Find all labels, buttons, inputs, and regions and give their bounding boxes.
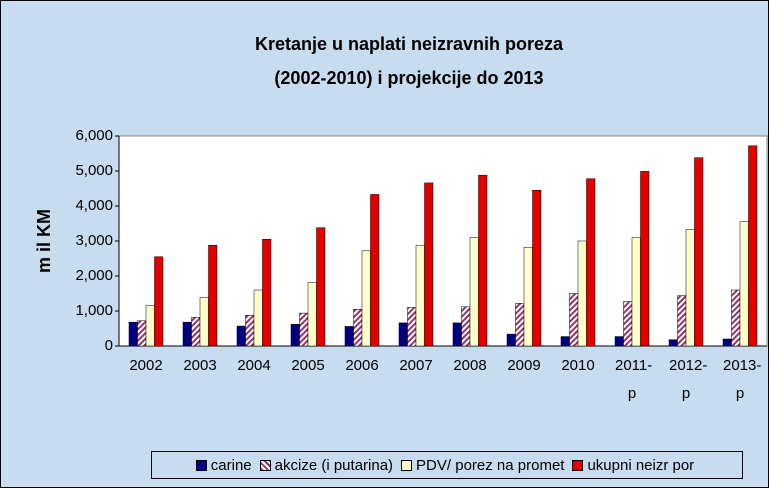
bar: [299, 312, 309, 347]
bar: [236, 325, 246, 347]
y-tick-label: 1,000: [75, 302, 113, 319]
x-tick-label: 2004: [237, 357, 271, 374]
legend-swatch: [572, 459, 584, 471]
bar: [262, 239, 272, 347]
x-tick-label: 2002: [129, 357, 163, 374]
legend-label: akcize (i putarina): [274, 456, 394, 474]
x-tick-label: 2011-p: [615, 357, 653, 402]
bar: [523, 247, 533, 347]
bar: [631, 237, 641, 347]
bar: [307, 282, 317, 347]
bar: [461, 306, 471, 347]
x-tick-label: 2013-p: [723, 357, 762, 402]
y-tick-label: 2,000: [75, 267, 113, 284]
x-tick-label: 2010: [561, 357, 595, 374]
legend-label: ukupni neizr por: [587, 456, 695, 474]
x-tick-label: 2005: [291, 357, 325, 374]
bar: [361, 250, 371, 347]
bar: [677, 295, 687, 347]
bar: [182, 321, 192, 347]
bar: [245, 314, 255, 347]
y-axis-label: m il KM: [34, 209, 54, 273]
bar: [353, 309, 363, 347]
bar: [290, 324, 300, 347]
bar: [191, 317, 201, 347]
bar: [560, 336, 570, 347]
bar: [407, 307, 417, 347]
bar: [415, 244, 425, 347]
bar: [694, 157, 704, 347]
legend-label: carine: [210, 456, 252, 474]
bar: [506, 333, 516, 347]
y-tick-label: 4,000: [75, 197, 113, 214]
bar: [145, 305, 155, 347]
legend-swatch: [195, 459, 207, 471]
bar: [614, 336, 624, 347]
legend-item: akcize (i putarina): [259, 456, 394, 474]
bar: [668, 339, 678, 347]
bar: [452, 322, 462, 347]
bar: [748, 145, 758, 347]
bar: [577, 240, 587, 347]
legend-item: PDV/ porez na promet: [401, 457, 564, 474]
bar: [469, 237, 479, 347]
legend-item: ukupni neizr por: [572, 457, 694, 474]
bar: [586, 178, 596, 347]
bar: [623, 301, 633, 347]
bar: [316, 227, 326, 347]
bar: [424, 182, 434, 347]
y-tick-label: 5,000: [75, 162, 113, 179]
x-tick-label: 2003: [183, 357, 217, 374]
bar: [731, 289, 741, 347]
bar: [685, 229, 695, 347]
legend-swatch: [401, 459, 413, 471]
legend-label: PDV/ porez na promet: [416, 456, 565, 474]
x-tick-label: 2009: [507, 357, 541, 374]
bar: [515, 303, 525, 347]
x-tick-label: 2007: [399, 357, 433, 374]
y-tick-label: 3,000: [75, 232, 113, 249]
bar: [128, 321, 138, 347]
bar: [344, 326, 354, 347]
bar: [208, 244, 218, 347]
bar: [569, 293, 579, 347]
bar: [137, 320, 147, 347]
chart-title: (2002-2010) i projekcije do 2013: [274, 68, 543, 88]
x-tick-label: 2006: [345, 357, 379, 374]
bar: [478, 174, 488, 347]
bar: [532, 190, 542, 347]
bar: [253, 289, 263, 347]
bar: [154, 256, 164, 347]
x-tick-label: 2008: [453, 357, 487, 374]
bar: [640, 171, 650, 347]
x-tick-label: 2012-p: [669, 357, 708, 402]
y-tick-label: 6,000: [75, 127, 113, 144]
y-tick-label: 0: [105, 337, 113, 354]
bar: [739, 221, 749, 347]
chart-title: Kretanje u naplati neizravnih poreza: [255, 34, 564, 54]
legend-swatch: [259, 459, 271, 471]
bar: [722, 338, 732, 347]
bar: [370, 194, 380, 347]
bar: [199, 297, 209, 347]
bar: [398, 322, 408, 347]
legend: carine akcize (i putarina) PDV/ porez na p…: [151, 451, 743, 479]
plot-area: [118, 135, 768, 347]
legend-item: carine: [195, 456, 252, 474]
